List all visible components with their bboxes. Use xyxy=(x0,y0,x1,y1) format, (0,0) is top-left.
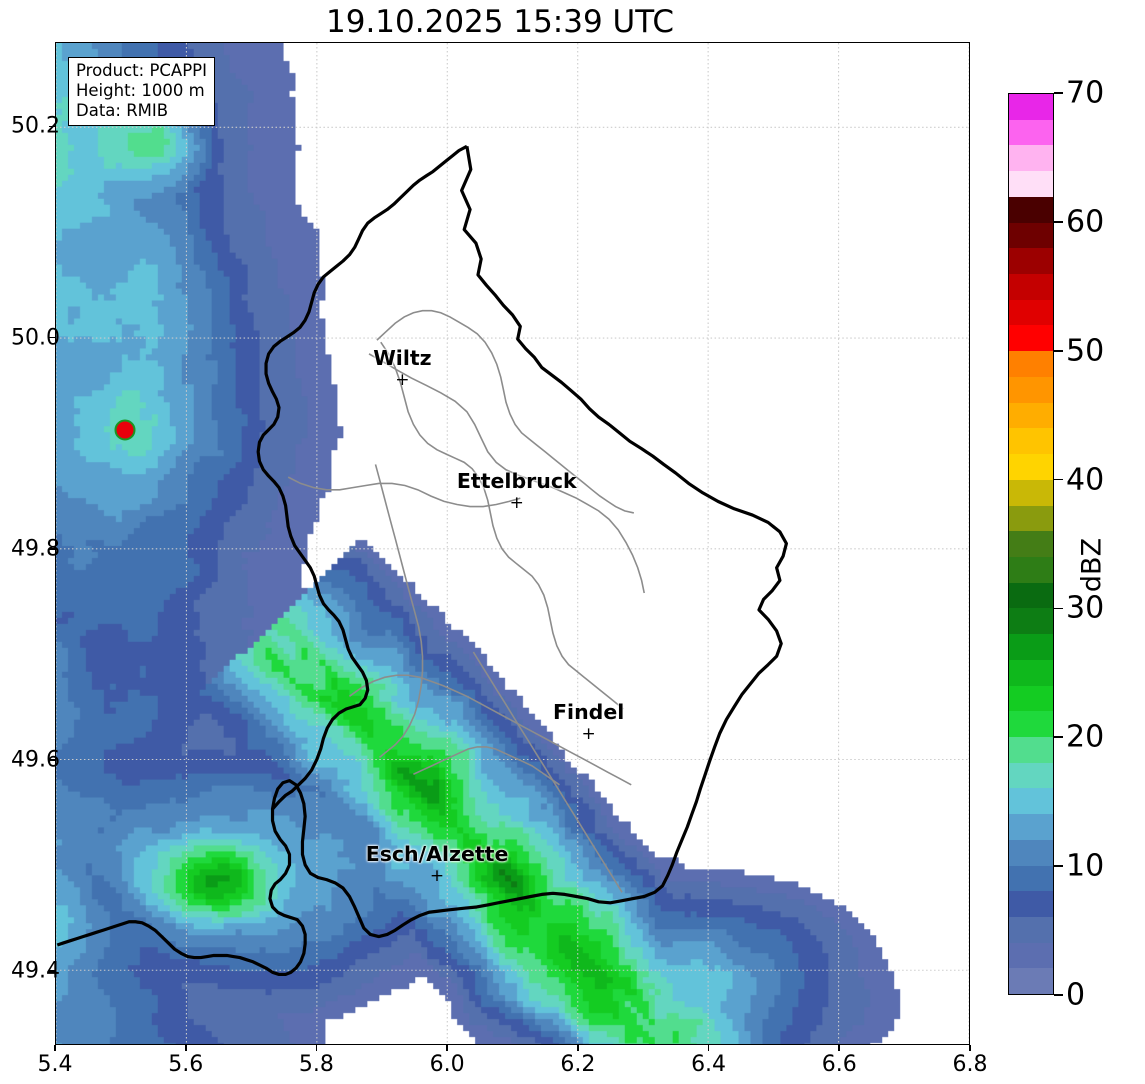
info-height: Height: 1000 m xyxy=(76,81,205,101)
map-gridlines xyxy=(56,43,969,1044)
colorbar-label: dBZ xyxy=(1076,537,1108,593)
colorbar-segment xyxy=(1009,119,1053,146)
y-tick-label: 50.2 xyxy=(11,113,60,139)
colorbar-segment xyxy=(1009,839,1053,866)
radar-site-marker[interactable] xyxy=(114,419,136,441)
x-tick xyxy=(969,1045,971,1051)
colorbar-tick-label: 40 xyxy=(1066,462,1105,498)
colorbar-tick-label: 30 xyxy=(1066,590,1105,626)
colorbar-segment xyxy=(1009,942,1053,969)
colorbar-segment xyxy=(1009,454,1053,480)
colorbar-tick xyxy=(1054,220,1063,223)
colorbar-segment xyxy=(1009,145,1053,172)
colorbar-segment xyxy=(1009,402,1053,429)
colorbar-segment xyxy=(1009,248,1053,275)
x-tick-label: 5.8 xyxy=(298,1052,334,1077)
colorbar-segment xyxy=(1009,634,1053,660)
colorbar-segment xyxy=(1009,582,1053,609)
national-borders xyxy=(56,144,788,977)
x-tick-label: 6.8 xyxy=(952,1052,988,1077)
info-data: Data: RMIB xyxy=(76,101,169,121)
colorbar-segment xyxy=(1009,94,1053,120)
x-tick xyxy=(54,1045,56,1051)
colorbar-segment xyxy=(1009,736,1053,763)
x-tick xyxy=(577,1045,579,1051)
x-tick-label: 6.4 xyxy=(691,1052,727,1077)
y-tick xyxy=(49,336,55,339)
colorbar-tick-label: 50 xyxy=(1066,333,1105,369)
x-tick xyxy=(838,1045,841,1051)
colorbar-segment xyxy=(1009,428,1053,455)
district-borders xyxy=(287,309,645,893)
colorbar-segment xyxy=(1009,531,1053,557)
colorbar-segment xyxy=(1009,891,1053,917)
colorbar-tick-label: 0 xyxy=(1066,977,1086,1013)
x-tick xyxy=(184,1045,187,1051)
colorbar-segment xyxy=(1009,968,1053,994)
y-tick-label: 49.4 xyxy=(11,958,60,984)
colorbar-segment xyxy=(1009,608,1053,635)
y-tick-label: 49.8 xyxy=(11,536,60,562)
y-tick xyxy=(49,970,55,972)
x-tick xyxy=(446,1045,448,1051)
x-tick-label: 6.2 xyxy=(560,1052,596,1077)
colorbar-tick-label: 70 xyxy=(1066,75,1105,111)
colorbar-segment xyxy=(1009,788,1053,815)
y-tick xyxy=(49,125,55,128)
colorbar-tick xyxy=(1054,478,1063,481)
colorbar-segment xyxy=(1009,171,1053,197)
colorbar-segment xyxy=(1009,376,1053,403)
colorbar-tick-label: 60 xyxy=(1066,204,1105,240)
colorbar-tick xyxy=(1054,994,1063,996)
map-overlay-layer xyxy=(56,43,969,1044)
colorbar xyxy=(1008,93,1054,995)
colorbar-tick xyxy=(1054,736,1063,739)
x-tick-label: 6.6 xyxy=(821,1052,857,1077)
colorbar-tick xyxy=(1054,92,1063,94)
y-tick-label: 49.6 xyxy=(11,747,60,773)
colorbar-tick xyxy=(1054,607,1063,610)
page-title: 19.10.2025 15:39 UTC xyxy=(326,4,674,40)
colorbar-segment xyxy=(1009,917,1053,943)
radar-map-plot[interactable]: Product: PCAPPI Height: 1000 m Data: RMI… xyxy=(55,42,970,1045)
colorbar-segment xyxy=(1009,659,1053,686)
colorbar-segment xyxy=(1009,274,1053,300)
info-product: Product: PCAPPI xyxy=(76,61,207,80)
colorbar-segment xyxy=(1009,479,1053,506)
colorbar-segment xyxy=(1009,865,1053,892)
colorbar-segment xyxy=(1009,325,1053,352)
x-tick-label: 6.0 xyxy=(429,1052,465,1077)
colorbar-tick-label: 20 xyxy=(1066,719,1105,755)
colorbar-segment xyxy=(1009,222,1053,249)
colorbar-segment xyxy=(1009,685,1053,712)
x-tick xyxy=(707,1045,710,1051)
product-info-box: Product: PCAPPI Height: 1000 m Data: RMI… xyxy=(68,57,215,127)
colorbar-segment xyxy=(1009,762,1053,789)
colorbar-segment xyxy=(1009,814,1053,840)
colorbar-segment xyxy=(1009,351,1053,377)
colorbar-segment xyxy=(1009,299,1053,326)
y-tick xyxy=(49,759,55,761)
colorbar-segment xyxy=(1009,711,1053,737)
x-tick-label: 5.6 xyxy=(168,1052,204,1077)
colorbar-segment xyxy=(1009,196,1053,223)
colorbar-tick xyxy=(1054,349,1063,352)
y-tick-label: 50.0 xyxy=(11,325,60,351)
colorbar-segment xyxy=(1009,505,1053,532)
x-tick xyxy=(315,1045,318,1051)
radar-reflectivity-layer xyxy=(56,43,969,1044)
colorbar-segment xyxy=(1009,556,1053,583)
colorbar-tick-label: 10 xyxy=(1066,848,1105,884)
x-tick-label: 5.4 xyxy=(37,1052,73,1077)
colorbar-tick xyxy=(1054,865,1063,868)
y-tick xyxy=(49,547,55,550)
